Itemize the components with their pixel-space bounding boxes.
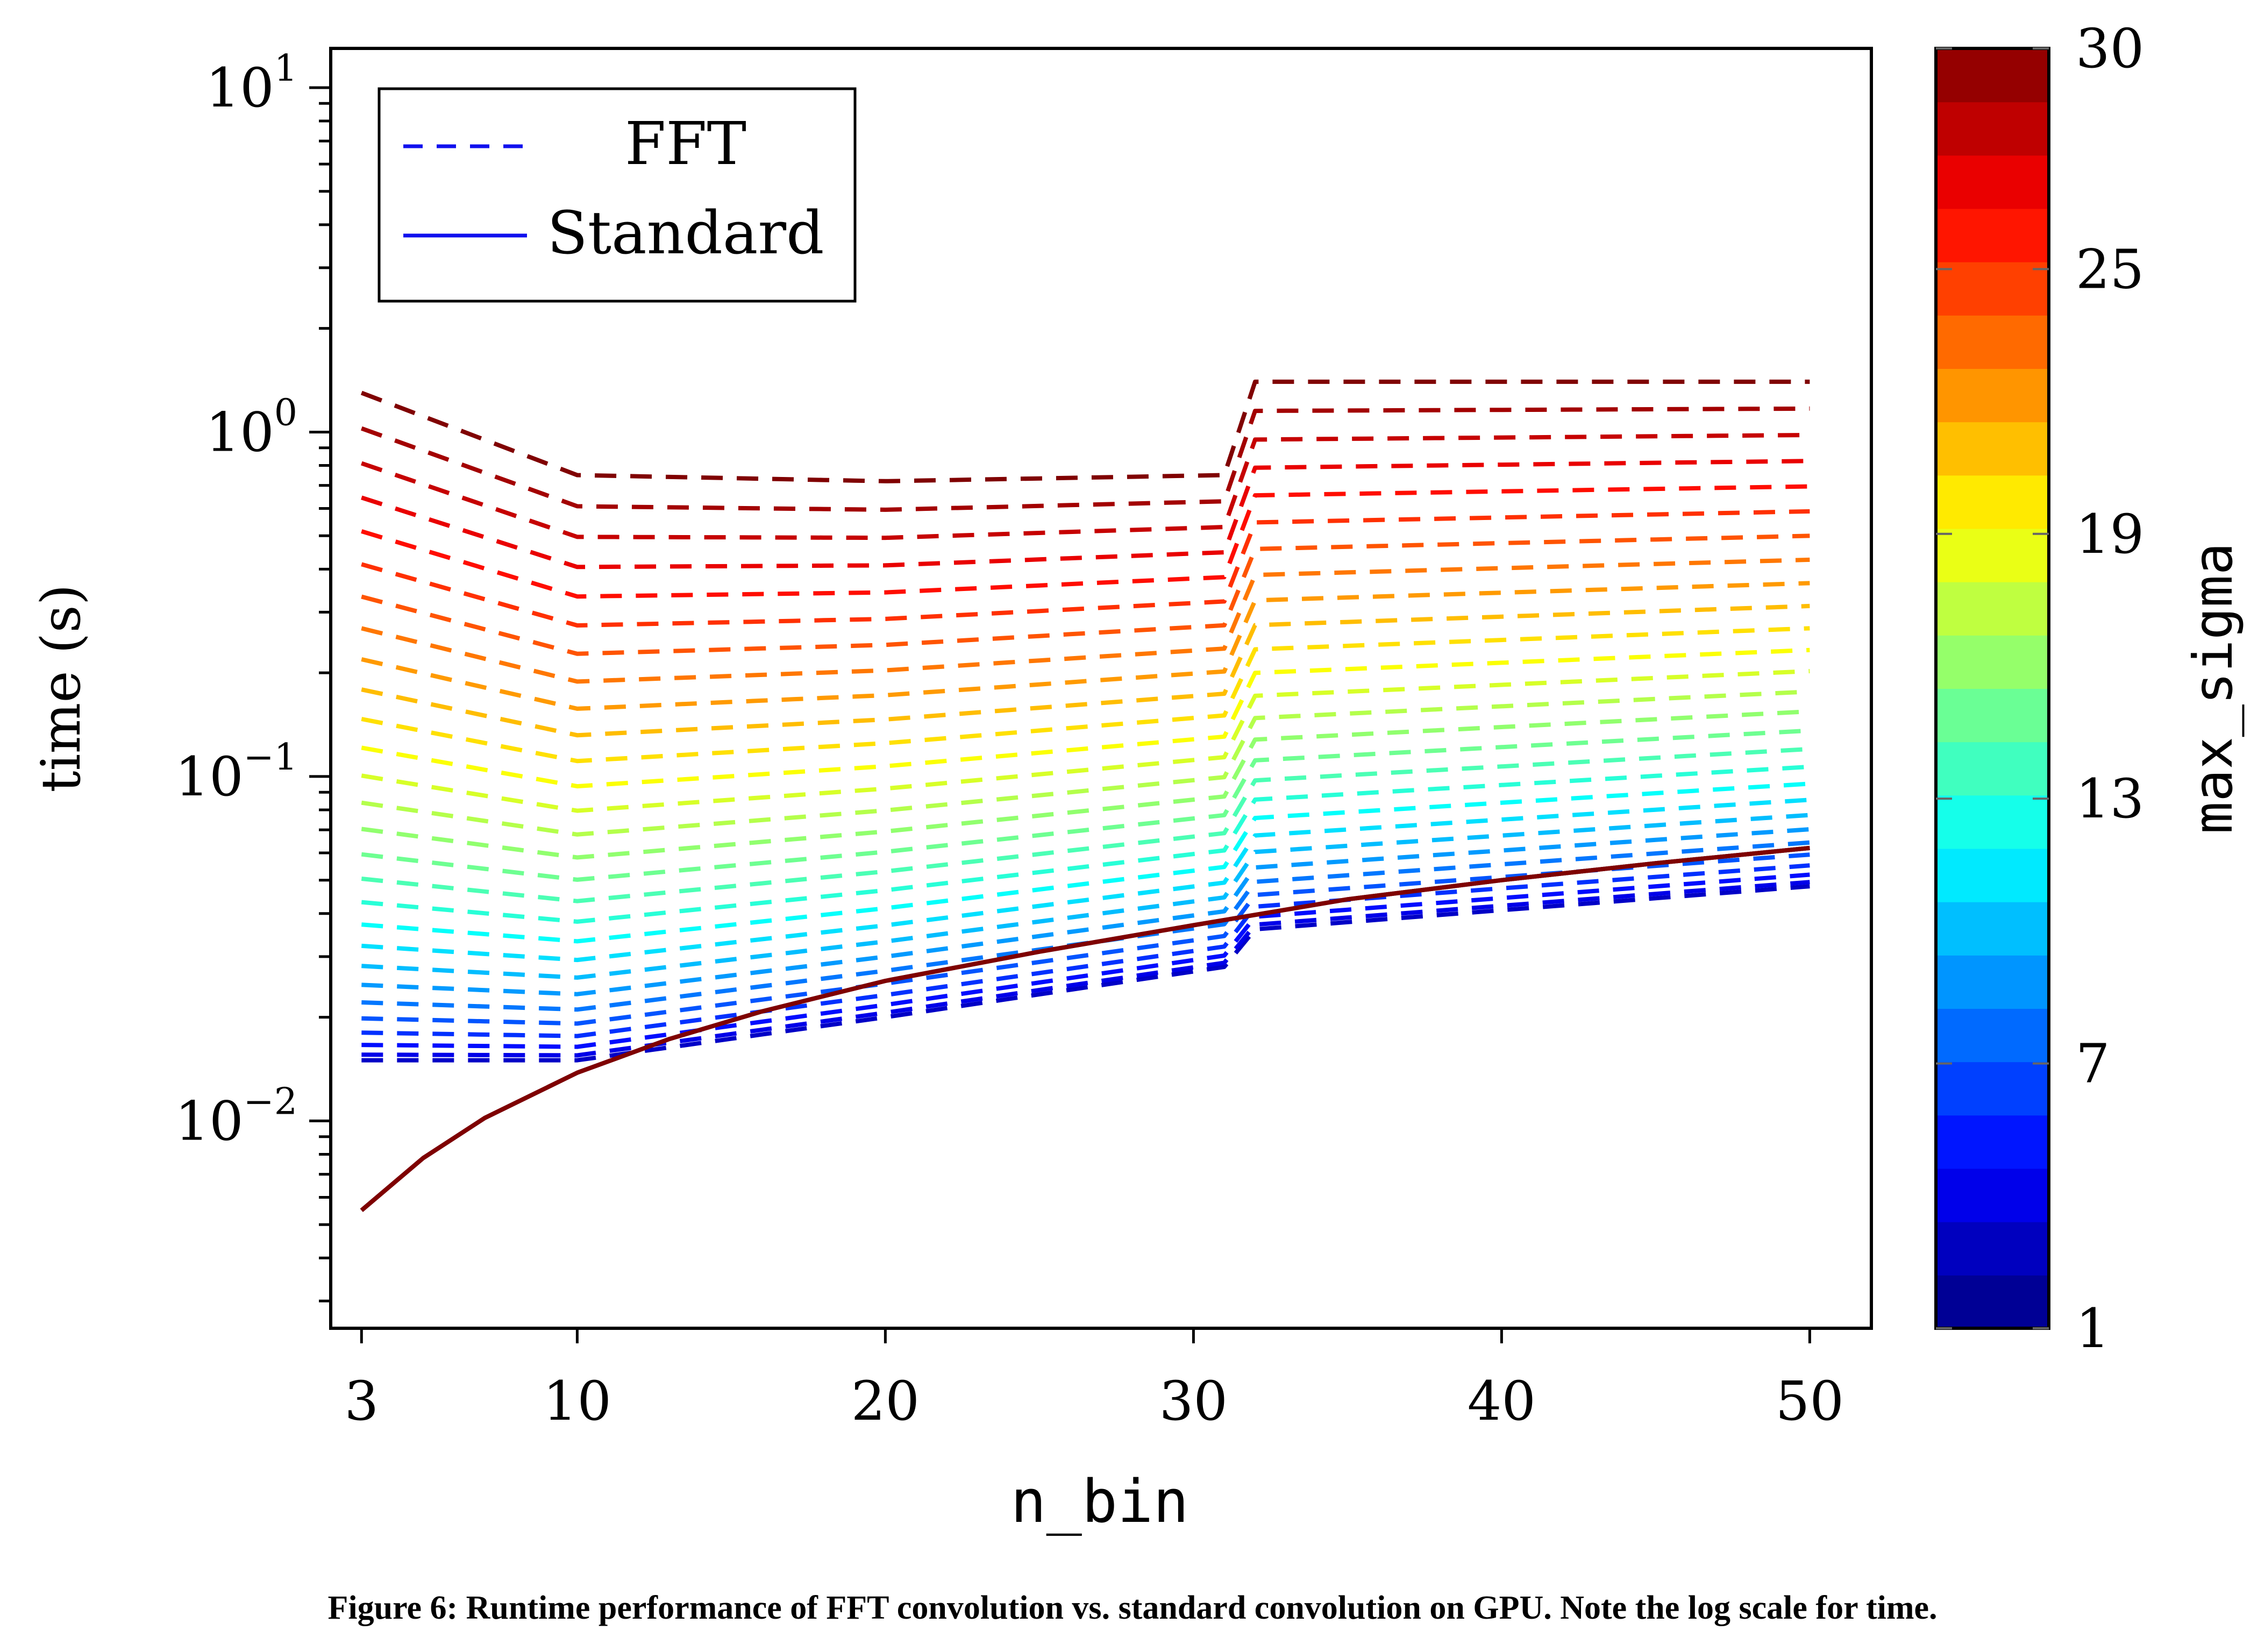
x-tick-label: 10: [543, 1370, 611, 1433]
fft-series-line: [361, 880, 1810, 1058]
fft-series-line: [360, 406, 1810, 512]
fft-series-group: [360, 379, 1810, 1063]
colorbar-tick-label: 1: [2076, 1297, 2110, 1360]
colorbar-band: [1936, 528, 2049, 582]
x-axis: 3 10 20 30 40 50: [344, 1328, 1844, 1433]
x-tick-label: 20: [851, 1370, 920, 1433]
colorbar-band: [1936, 1062, 2049, 1116]
fft-series-line: [361, 669, 1810, 813]
fft-series-line: [361, 852, 1810, 1026]
legend-box: [378, 87, 857, 303]
fft-series-line: [361, 689, 1810, 837]
colorbar-tick-label: 25: [2076, 238, 2144, 301]
x-tick-label: 50: [1776, 1370, 1844, 1433]
colorbar-band: [1936, 155, 2049, 209]
y-axis: 10−2 10−1 100 101: [175, 47, 331, 1302]
fft-series-line: [361, 827, 1810, 996]
colorbar-band: [1936, 1168, 2049, 1222]
fft-series-line: [360, 379, 1810, 483]
standard-series-line: [360, 845, 1810, 1212]
fft-series-line: [361, 764, 1810, 924]
fft-series-line: [361, 709, 1810, 860]
fft-series-line: [361, 647, 1810, 789]
fft-series-line: [361, 533, 1810, 656]
y-tick-label: 100: [205, 391, 297, 464]
colorbar-band: [1936, 635, 2049, 689]
fft-series-line: [361, 459, 1810, 569]
fft-series-line: [361, 509, 1810, 628]
fft-series-line: [361, 746, 1810, 903]
colorbar-band: [1936, 261, 2049, 316]
fft-series-line: [361, 781, 1810, 944]
colorbar-band: [1936, 955, 2049, 1009]
colorbar-band: [1936, 315, 2049, 369]
colorbar-tick-label: 19: [2076, 503, 2144, 566]
colorbar-band: [1936, 102, 2049, 156]
colorbar-band: [1936, 422, 2049, 476]
y-tick-label: 10−2: [175, 1080, 298, 1152]
colorbar-band: [1936, 742, 2049, 796]
legend-standard-label: Standard: [547, 198, 824, 267]
legend-fft-label: FFT: [625, 109, 746, 178]
colorbar: 1 7 13 19 25 30: [1934, 17, 2144, 1360]
fft-series-line: [361, 872, 1810, 1049]
x-tick-label: 30: [1159, 1370, 1228, 1433]
colorbar-band: [1936, 475, 2049, 529]
fft-series-line: [361, 603, 1810, 738]
x-tick-label: 40: [1468, 1370, 1536, 1433]
colorbar-band: [1936, 48, 2049, 103]
colorbar-band: [1936, 1008, 2049, 1063]
colorbar-band: [1936, 901, 2049, 956]
x-axis-label: n_bin: [1010, 1467, 1188, 1536]
y-tick-label: 10−1: [175, 736, 298, 808]
colorbar-tick-label: 13: [2076, 767, 2144, 830]
colorbar-tick-label: 7: [2076, 1032, 2110, 1095]
colorbar-band: [1936, 1274, 2049, 1329]
y-axis-label: time (s): [30, 584, 92, 792]
colorbar-band: [1936, 1115, 2049, 1169]
figure-caption: Figure 6: Runtime performance of FFT con…: [327, 1590, 1938, 1626]
colorbar-label: max_sigma: [2182, 543, 2245, 834]
colorbar-tick-label: 30: [2076, 17, 2144, 80]
fft-series-line: [361, 813, 1810, 980]
fft-series-line: [361, 797, 1810, 963]
colorbar-frame: [1934, 47, 2050, 1330]
y-tick-label: 101: [205, 47, 297, 119]
colorbar-band: [1936, 208, 2049, 262]
legend: FFT Standard: [378, 87, 857, 303]
fft-series-line: [361, 863, 1810, 1038]
colorbar-band: [1936, 848, 2049, 902]
colorbar-band: [1936, 1221, 2049, 1276]
runtime-chart: 3 10 20 30 40 50 10−2 10−1 100 101 n_bin time (s…: [30, 17, 2245, 1536]
colorbar-band: [1936, 688, 2049, 743]
colorbar-band: [1936, 795, 2049, 849]
x-tick-label: 3: [344, 1370, 379, 1433]
standard-series-group: [360, 845, 1810, 1212]
fft-series-line: [361, 626, 1810, 764]
fft-series-line: [361, 432, 1810, 540]
colorbar-band: [1936, 368, 2049, 423]
fft-series-line: [361, 581, 1810, 711]
fft-series-line: [361, 728, 1810, 882]
plot-frame: [329, 47, 1873, 1330]
fft-series-line: [361, 884, 1810, 1063]
fft-series-line: [361, 484, 1810, 599]
colorbar-band: [1936, 581, 2049, 636]
fft-series-line: [361, 557, 1810, 684]
